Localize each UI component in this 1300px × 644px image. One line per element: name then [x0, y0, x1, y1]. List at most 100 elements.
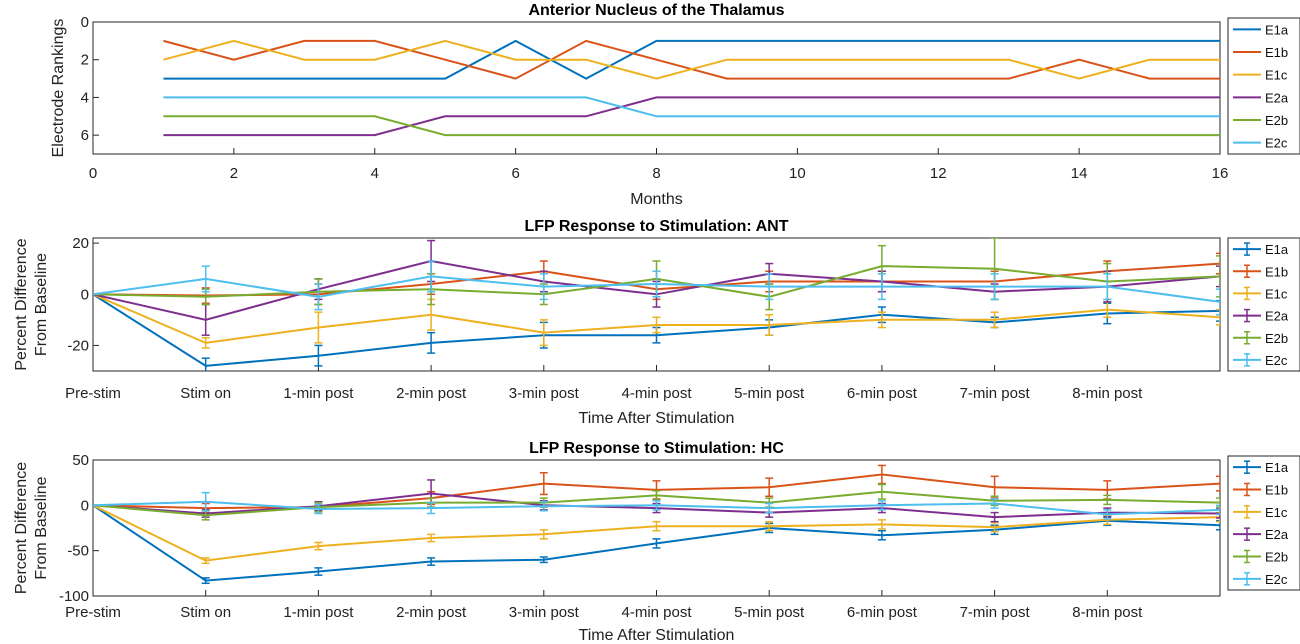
- y-axis-label-line: Percent Difference: [13, 462, 30, 594]
- x-tick-label: 12: [930, 165, 947, 182]
- x-tick-label: 10: [789, 165, 806, 182]
- y-tick-label: 4: [81, 89, 89, 106]
- x-tick-label: 2-min post: [396, 604, 467, 621]
- legend-box: [1227, 455, 1300, 591]
- legend-item-E2a: E2a: [1233, 309, 1289, 324]
- series-E2a: [163, 96, 1220, 137]
- series-E2c: [93, 491, 1220, 520]
- x-tick-label: 14: [1071, 165, 1088, 182]
- legend-item-E1c: E1c: [1233, 505, 1288, 520]
- x-tick-label: 4: [371, 165, 379, 182]
- x-tick-label: 3-min post: [509, 604, 580, 621]
- series-line-E1c: [93, 504, 1220, 562]
- series-E2b: [93, 483, 1220, 521]
- plot-area: [163, 39, 1220, 137]
- x-tick-label: 1-min post: [283, 604, 354, 621]
- series-E1c: [93, 293, 1220, 349]
- legend-label: E2c: [1265, 572, 1288, 587]
- legend-item-E2b: E2b: [1233, 331, 1288, 346]
- legend: E1a E1b E1c E2a E2b E2c: [1227, 455, 1300, 591]
- legend-item-E1a: E1a: [1233, 460, 1289, 475]
- y-axis-label: Electrode Rankings: [50, 19, 67, 158]
- legend-label: E1a: [1265, 460, 1289, 475]
- plot-area: [93, 238, 1220, 371]
- y-tick-label: -20: [67, 337, 89, 354]
- y-tick-label: 20: [72, 235, 89, 252]
- x-axis-label: Months: [630, 191, 682, 208]
- legend-item-E1b: E1b: [1233, 483, 1288, 498]
- x-tick-label: Stim on: [180, 604, 231, 621]
- chart-title: Anterior Nucleus of the Thalamus: [528, 2, 784, 19]
- legend-item-E2c: E2c: [1233, 136, 1288, 151]
- x-tick-label: 7-min post: [960, 604, 1031, 621]
- series-E2c: [163, 96, 1220, 118]
- x-tick-label: Stim on: [180, 385, 231, 402]
- legend: E1a E1b E1c E2a E2b E2c: [1227, 237, 1300, 372]
- legend-item-E2b: E2b: [1233, 113, 1288, 128]
- legend-label: E1a: [1265, 22, 1289, 37]
- legend-label: E2b: [1265, 331, 1288, 346]
- y-axis-label-line: From Baseline: [33, 253, 50, 356]
- y-tick-label: -50: [67, 543, 89, 560]
- legend-label: E1b: [1265, 483, 1288, 498]
- legend-box: [1227, 17, 1300, 155]
- x-tick-label: 8-min post: [1072, 385, 1143, 402]
- x-tick-label: 8: [652, 165, 660, 182]
- x-tick-label: 8-min post: [1072, 604, 1143, 621]
- legend-label: E2c: [1265, 136, 1288, 151]
- legend-label: E2a: [1265, 527, 1289, 542]
- x-tick-label: Pre-stim: [65, 604, 121, 621]
- series-E1a: [93, 293, 1220, 371]
- legend-item-E2a: E2a: [1233, 527, 1289, 542]
- legend-item-E1a: E1a: [1233, 22, 1289, 37]
- legend-label: E2b: [1265, 550, 1288, 565]
- legend-item-E2c: E2c: [1233, 353, 1288, 368]
- plot-area: [93, 464, 1220, 585]
- x-tick-label: 6: [511, 165, 519, 182]
- x-tick-label: 6-min post: [847, 604, 918, 621]
- y-axis-label-line: From Baseline: [33, 476, 50, 579]
- y-tick-label: 50: [72, 452, 89, 469]
- legend-label: E2b: [1265, 113, 1288, 128]
- x-axis-label: Time After Stimulation: [579, 627, 735, 644]
- legend-label: E1b: [1265, 45, 1288, 60]
- series-E2b: [163, 115, 1220, 137]
- legend-label: E1c: [1265, 68, 1288, 83]
- legend: E1a E1b E1c E2a E2b E2c: [1227, 17, 1300, 155]
- legend-box: [1227, 237, 1300, 372]
- y-tick-label: 0: [81, 14, 89, 31]
- chart-title: LFP Response to Stimulation: ANT: [524, 218, 788, 235]
- x-tick-label: 1-min post: [283, 385, 354, 402]
- x-tick-label: Pre-stim: [65, 385, 121, 402]
- x-axis-label: Time After Stimulation: [579, 410, 735, 427]
- legend-label: E1a: [1265, 242, 1289, 257]
- series-E2c: [93, 260, 1220, 316]
- legend-label: E1c: [1265, 505, 1288, 520]
- chart-title: LFP Response to Stimulation: HC: [529, 440, 784, 457]
- legend-item-E1a: E1a: [1233, 242, 1289, 257]
- x-tick-label: 5-min post: [734, 385, 805, 402]
- x-tick-label: 7-min post: [960, 385, 1031, 402]
- y-tick-label: 6: [81, 127, 89, 144]
- y-tick-label: 0: [81, 286, 89, 303]
- x-tick-label: 4-min post: [621, 604, 692, 621]
- legend-label: E2a: [1265, 309, 1289, 324]
- series-line-E1c: [163, 39, 1220, 80]
- series-E1a: [163, 39, 1220, 80]
- x-tick-label: 5-min post: [734, 604, 805, 621]
- x-tick-label: 3-min post: [509, 385, 580, 402]
- y-tick-label: -100: [59, 588, 89, 605]
- y-axis-label: Percent Difference From Baseline: [13, 238, 50, 370]
- legend-item-E2a: E2a: [1233, 90, 1289, 105]
- legend-item-E1b: E1b: [1233, 45, 1288, 60]
- legend-label: E2c: [1265, 353, 1288, 368]
- y-axis-label-line: Percent Difference: [13, 238, 30, 370]
- legend-item-E2c: E2c: [1233, 572, 1288, 587]
- series-line-E2c: [163, 96, 1220, 118]
- panel-3: LFP Response to Stimulation: HC -100 -50 0 5…: [13, 440, 1300, 644]
- series-E1c: [163, 39, 1220, 80]
- y-tick-label: 0: [81, 497, 89, 514]
- series-line-E1a: [163, 39, 1220, 80]
- x-tick-label: 16: [1212, 165, 1229, 182]
